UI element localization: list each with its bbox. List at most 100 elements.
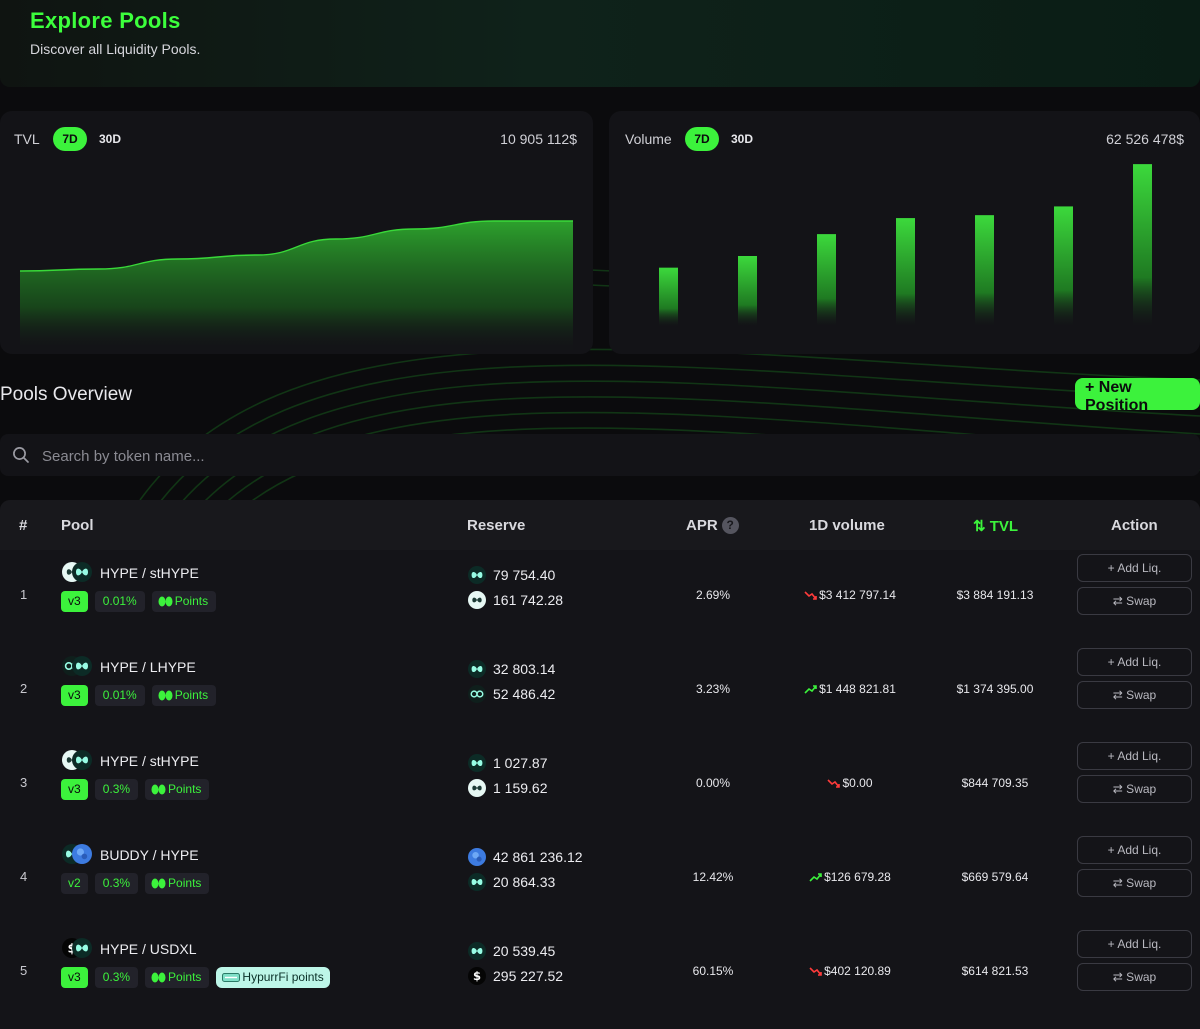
hype-icon xyxy=(468,566,486,584)
reserve-a-value: 79 754.40 xyxy=(493,567,556,583)
col-pool[interactable]: Pool xyxy=(61,517,94,534)
col-tvl[interactable]: ⇅ TVL xyxy=(973,518,1019,535)
reserve-a-value: 32 803.14 xyxy=(493,661,556,677)
apr-value: 2.69% xyxy=(695,588,731,602)
reserve-a-value: 20 539.45 xyxy=(493,943,556,959)
trend-up-icon xyxy=(804,685,817,694)
add-liquidity-button[interactable]: + Add Liq. xyxy=(1077,930,1192,958)
pair-icons xyxy=(62,656,92,676)
new-position-button[interactable]: + New Position xyxy=(1075,378,1200,414)
points-label: Points xyxy=(174,594,209,608)
hype-icon xyxy=(468,942,486,960)
tvl-value: $3 884 191.13 xyxy=(956,588,1034,602)
sthype-icon xyxy=(468,591,486,609)
apr-value: 60.15% xyxy=(692,964,734,978)
volume-bar xyxy=(659,267,678,326)
tvl-series-line xyxy=(19,220,573,272)
volume-1d: $0.00 xyxy=(780,776,920,790)
table-row[interactable]: 4 BUDDY / HYPE v2 0.3% Points 42 861 236… xyxy=(0,836,1200,930)
pair-name[interactable]: HYPE / stHYPE xyxy=(100,753,199,769)
col-index: # xyxy=(19,517,28,534)
search-input[interactable] xyxy=(40,434,1184,478)
swap-button[interactable]: ⇄ Swap xyxy=(1077,963,1192,991)
reserve-a: 42 861 236.12 xyxy=(468,848,583,866)
apr-value: 0.00% xyxy=(695,776,731,790)
svg-text:$: $ xyxy=(473,969,481,983)
col-apr[interactable]: APR? xyxy=(686,517,739,534)
add-liquidity-button[interactable]: + Add Liq. xyxy=(1077,742,1192,770)
pair-name[interactable]: BUDDY / HYPE xyxy=(100,847,199,863)
volume-1d-value: $402 120.89 xyxy=(824,964,891,978)
pool-tags: v3 0.01% Points xyxy=(61,685,217,706)
promo-label: HypurrFi points xyxy=(242,970,324,984)
points-badge: Points xyxy=(151,685,217,706)
pair-icons xyxy=(62,844,92,864)
sthype-icon xyxy=(468,779,486,797)
fee-badge: 0.3% xyxy=(94,873,139,894)
table-row[interactable]: 5 $ HYPE / USDXL v3 0.3% Points HypurrFi… xyxy=(0,930,1200,1024)
tvl-label: TVL xyxy=(14,131,40,147)
points-label: Points xyxy=(174,688,209,702)
volume-1d: $126 679.28 xyxy=(780,870,920,884)
page-header: Explore Pools Discover all Liquidity Poo… xyxy=(0,0,1200,87)
volume-1d-value: $0.00 xyxy=(842,776,873,790)
points-icon xyxy=(158,596,173,607)
pools-overview-title: Pools Overview xyxy=(0,384,132,405)
swap-button[interactable]: ⇄ Swap xyxy=(1077,587,1192,615)
add-liquidity-button[interactable]: + Add Liq. xyxy=(1077,648,1192,676)
points-label: Points xyxy=(168,876,202,890)
volume-1d: $3 412 797.14 xyxy=(780,588,920,602)
swap-button[interactable]: ⇄ Swap xyxy=(1077,681,1192,709)
table-row[interactable]: 3 HYPE / stHYPE v3 0.3% Points 1 027.87 … xyxy=(0,742,1200,836)
tvl-value: $614 821.53 xyxy=(961,964,1029,978)
buddy-icon xyxy=(468,848,486,866)
hype-icon xyxy=(72,938,92,958)
row-index: 2 xyxy=(20,681,28,696)
usdxl-icon: $ xyxy=(468,967,486,985)
promo-badge: HypurrFi points xyxy=(216,967,330,988)
fee-badge: 0.3% xyxy=(94,967,139,988)
volume-range-7d[interactable]: 7D xyxy=(685,127,719,151)
search-icon xyxy=(13,447,29,463)
swap-button[interactable]: ⇄ Swap xyxy=(1077,775,1192,803)
volume-bar xyxy=(896,218,915,326)
volume-bar-chart xyxy=(659,164,1152,326)
pair-name[interactable]: HYPE / LHYPE xyxy=(100,659,196,675)
pair-name[interactable]: HYPE / stHYPE xyxy=(100,565,199,581)
trend-down-icon xyxy=(809,967,822,976)
hype-icon xyxy=(72,750,92,770)
trend-down-icon xyxy=(827,779,841,788)
volume-label: Volume xyxy=(625,131,672,147)
volume-bar xyxy=(817,234,836,326)
swap-button[interactable]: ⇄ Swap xyxy=(1077,869,1192,897)
page-subtitle: Discover all Liquidity Pools. xyxy=(30,41,201,57)
pool-tags: v3 0.3% Points HypurrFi points xyxy=(61,967,330,988)
volume-1d: $1 448 821.81 xyxy=(780,682,920,696)
tvl-range-30d[interactable]: 30D xyxy=(98,132,121,146)
col-reserve: Reserve xyxy=(467,517,526,534)
volume-1d-value: $1 448 821.81 xyxy=(819,682,896,696)
trend-down-icon xyxy=(804,591,817,600)
volume-1d-value: $126 679.28 xyxy=(824,870,891,884)
volume-1d-value: $3 412 797.14 xyxy=(819,588,896,602)
points-icon xyxy=(151,878,166,889)
col-action: Action xyxy=(1111,517,1158,534)
search-bar xyxy=(0,434,1200,478)
table-row[interactable]: 1 HYPE / stHYPE v3 0.01% Points 79 754.4… xyxy=(0,554,1200,648)
reserve-b-value: 52 486.42 xyxy=(493,686,556,702)
tvl-total: 10 905 112$ xyxy=(500,131,577,147)
add-liquidity-button[interactable]: + Add Liq. xyxy=(1077,554,1192,582)
reserve-b-value: 20 864.33 xyxy=(493,874,556,890)
col-volume[interactable]: 1D volume xyxy=(809,517,885,534)
tvl-area-fill xyxy=(20,221,573,354)
add-liquidity-button[interactable]: + Add Liq. xyxy=(1077,836,1192,864)
pools-table: # Pool Reserve APR? 1D volume ⇅ TVL Acti… xyxy=(0,500,1200,1029)
row-index: 3 xyxy=(20,775,28,790)
pair-name[interactable]: HYPE / USDXL xyxy=(100,941,197,957)
hype-icon xyxy=(468,660,486,678)
volume-range-30d[interactable]: 30D xyxy=(730,132,753,146)
points-badge: Points xyxy=(145,779,210,800)
tvl-range-7d[interactable]: 7D xyxy=(53,127,87,151)
table-row[interactable]: 2 HYPE / LHYPE v3 0.01% Points 32 803.14… xyxy=(0,648,1200,742)
help-icon[interactable]: ? xyxy=(721,517,739,534)
